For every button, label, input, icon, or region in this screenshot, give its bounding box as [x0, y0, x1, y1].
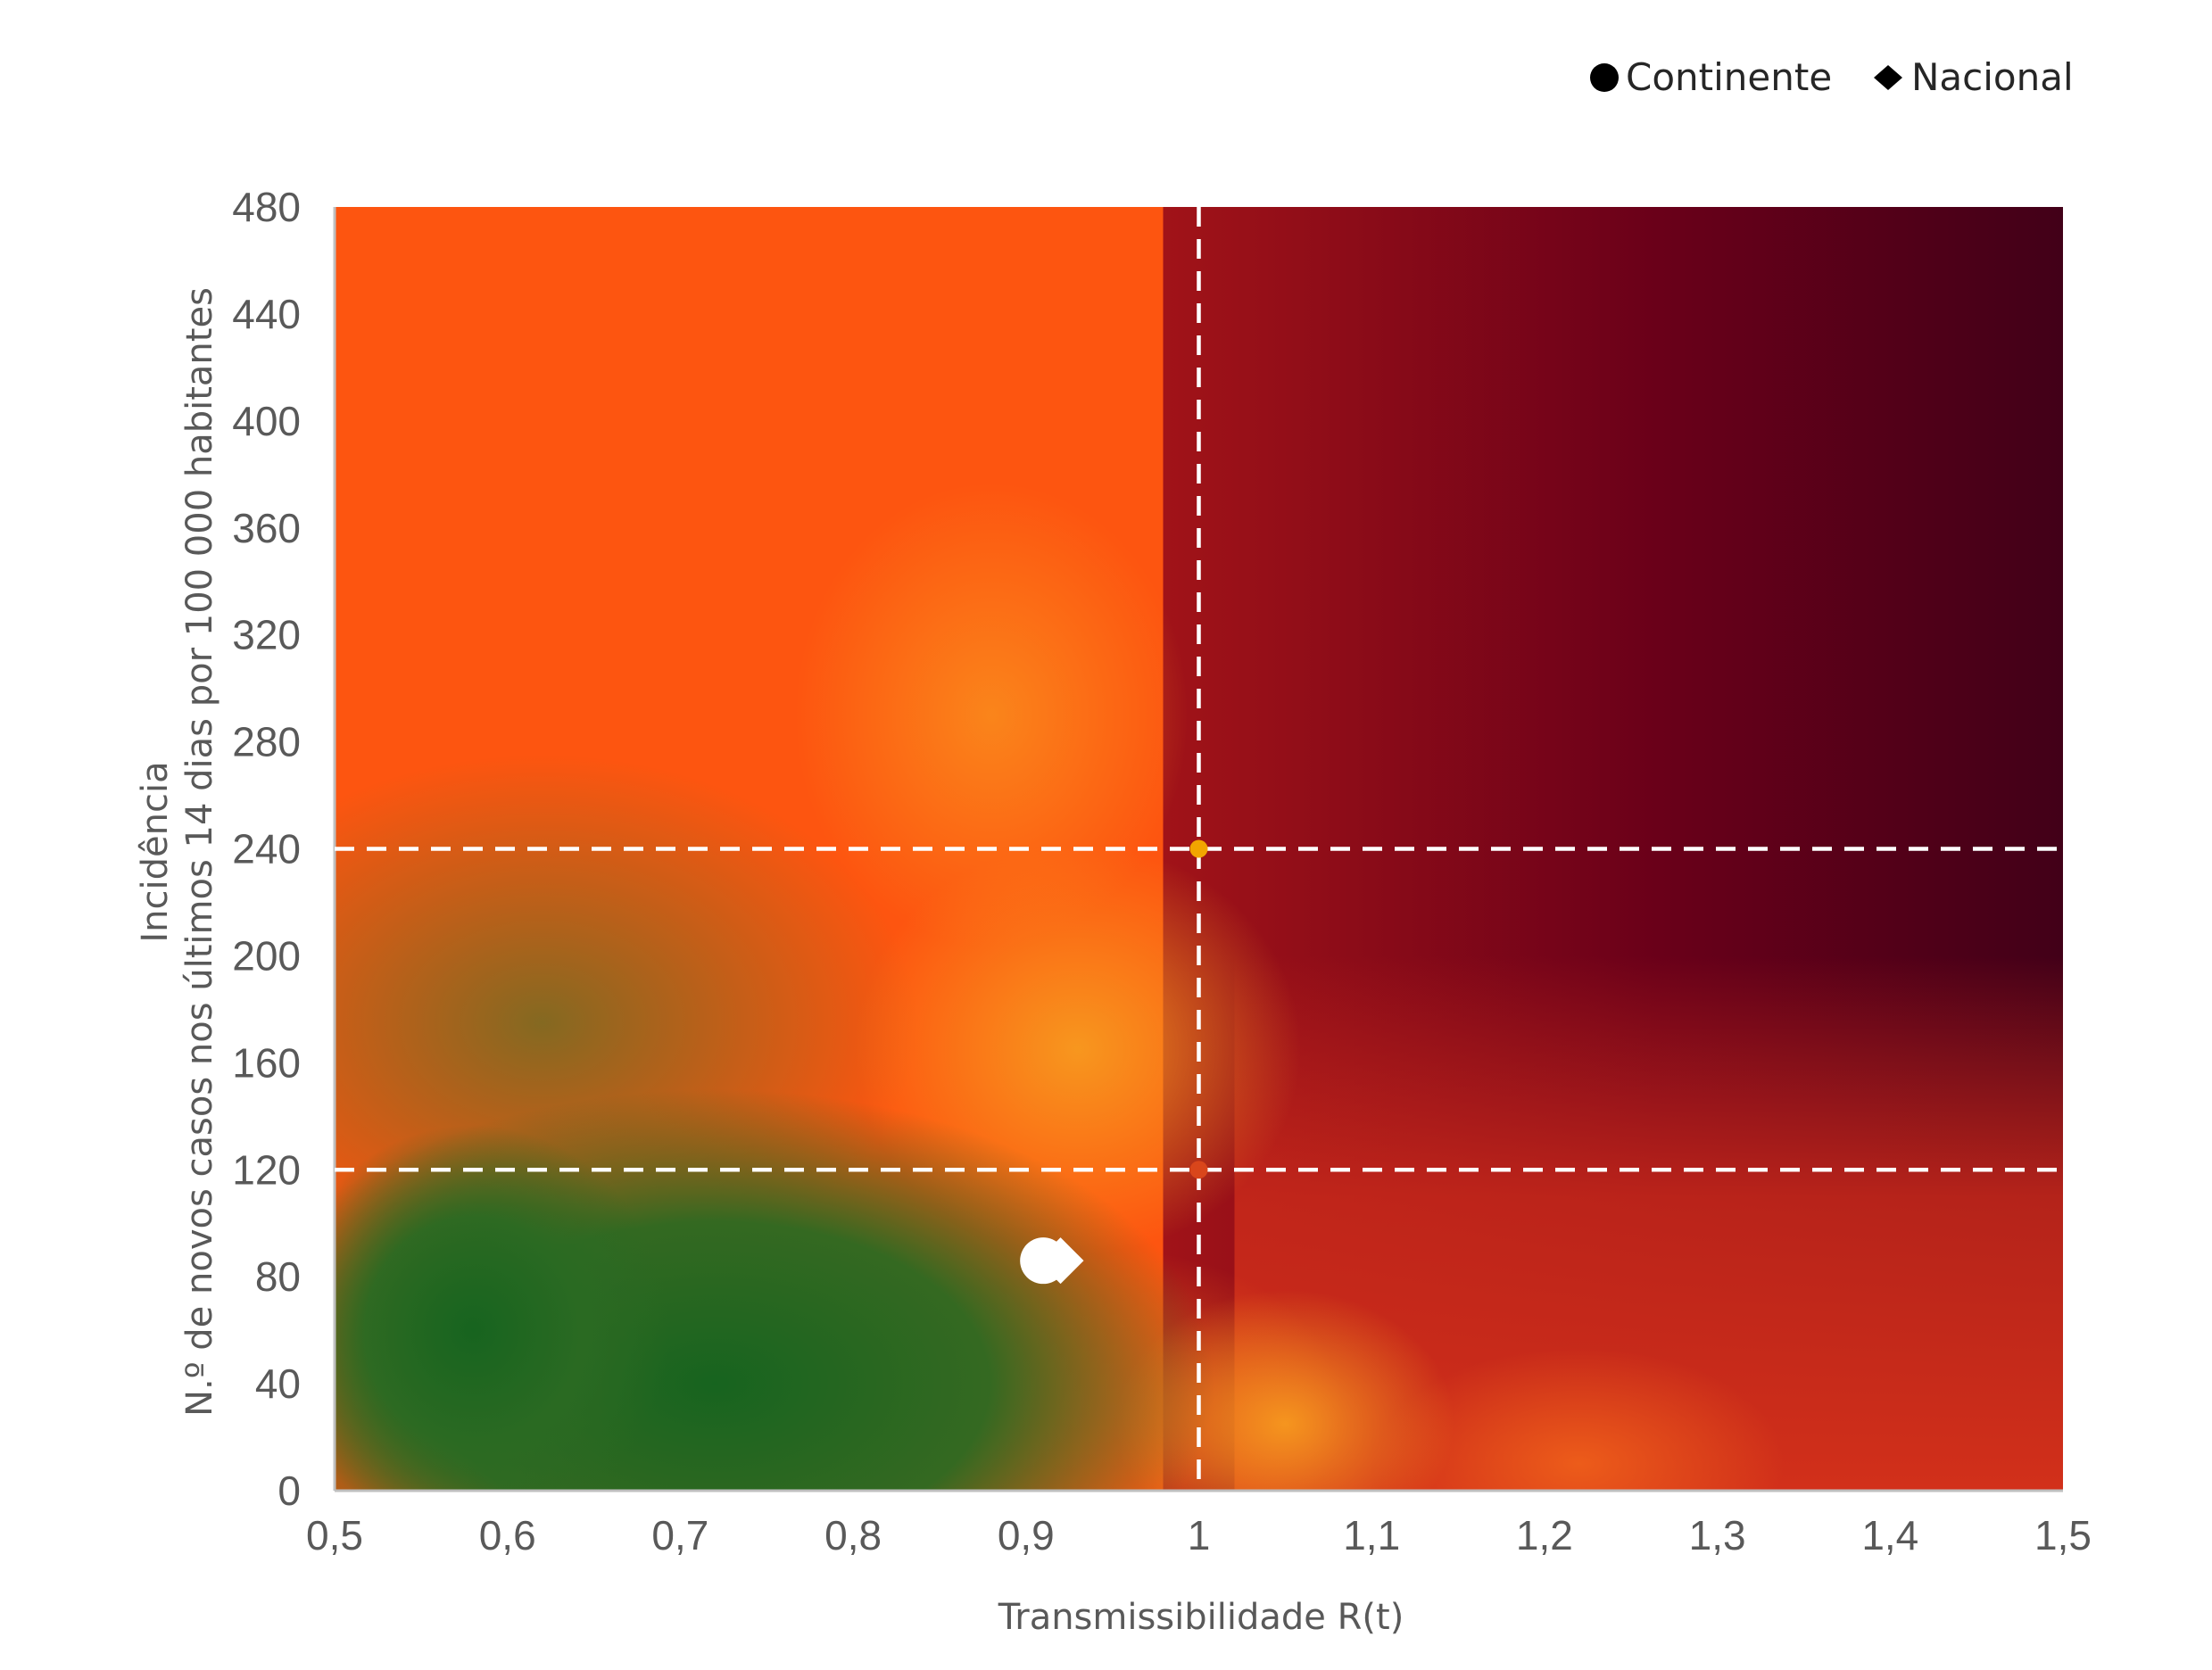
legend-nacional-marker	[1874, 65, 1902, 90]
bg-green-left	[335, 1125, 669, 1491]
data-points	[1020, 1237, 1084, 1285]
x-tick-label: 1	[1188, 1512, 1211, 1558]
nacional-point	[1037, 1237, 1084, 1285]
bg-orange-upper	[795, 483, 1189, 947]
y-tick-label: 80	[255, 1253, 301, 1300]
legend-continente-marker	[1590, 63, 1619, 92]
x-tick-label: 1,1	[1343, 1512, 1400, 1558]
x-axis-title: Transmissibilidade R(t)	[998, 1597, 1404, 1638]
x-tick-label: 1,5	[2034, 1512, 2092, 1558]
y-axis-title-line-1: Incidência	[135, 761, 176, 942]
y-axis-title-line-2: N.º de novos casos nos últimos 14 dias p…	[179, 287, 220, 1417]
x-tick-label: 1,4	[1861, 1512, 1918, 1558]
x-tick-label: 0,7	[651, 1512, 708, 1558]
legend-nacional-label: Nacional	[1911, 55, 2074, 99]
reference-lines	[335, 207, 2063, 1491]
y-tick-label: 280	[232, 719, 301, 765]
x-tick-label: 1,2	[1516, 1512, 1573, 1558]
y-tick-label: 240	[232, 826, 301, 872]
y-tick-label: 320	[232, 612, 301, 658]
threshold-marker	[1189, 839, 1208, 858]
y-tick-label: 120	[232, 1146, 301, 1193]
y-tick-label: 440	[232, 291, 301, 337]
y-tick-label: 160	[232, 1039, 301, 1086]
y-tick-label: 0	[278, 1467, 301, 1514]
heatmap-background	[335, 207, 2063, 1491]
x-tick-label: 0,9	[998, 1512, 1055, 1558]
y-tick-label: 360	[232, 505, 301, 551]
x-tick-label: 1,3	[1689, 1512, 1746, 1558]
tick-labels: 0,5 0,6 0,7 0,8 0,9 1 1,1 1,2 1,3 1,4 1,5 0 40 80 120 1…	[232, 184, 2092, 1558]
y-tick-label: 400	[232, 398, 301, 444]
x-tick-label: 0,5	[306, 1512, 363, 1558]
x-tick-label: 0,6	[479, 1512, 536, 1558]
bg-bottom-orange	[1373, 1348, 1785, 1491]
x-tick-label: 0,8	[824, 1512, 882, 1558]
legend: Continente Nacional	[1590, 55, 2074, 99]
threshold-marker	[1189, 1161, 1208, 1179]
y-tick-label: 40	[255, 1360, 301, 1407]
y-tick-label: 480	[232, 184, 301, 230]
y-tick-label: 200	[232, 932, 301, 979]
legend-continente-label: Continente	[1626, 55, 1832, 99]
y-axis-title: Incidência N.º de novos casos nos último…	[135, 287, 220, 1417]
